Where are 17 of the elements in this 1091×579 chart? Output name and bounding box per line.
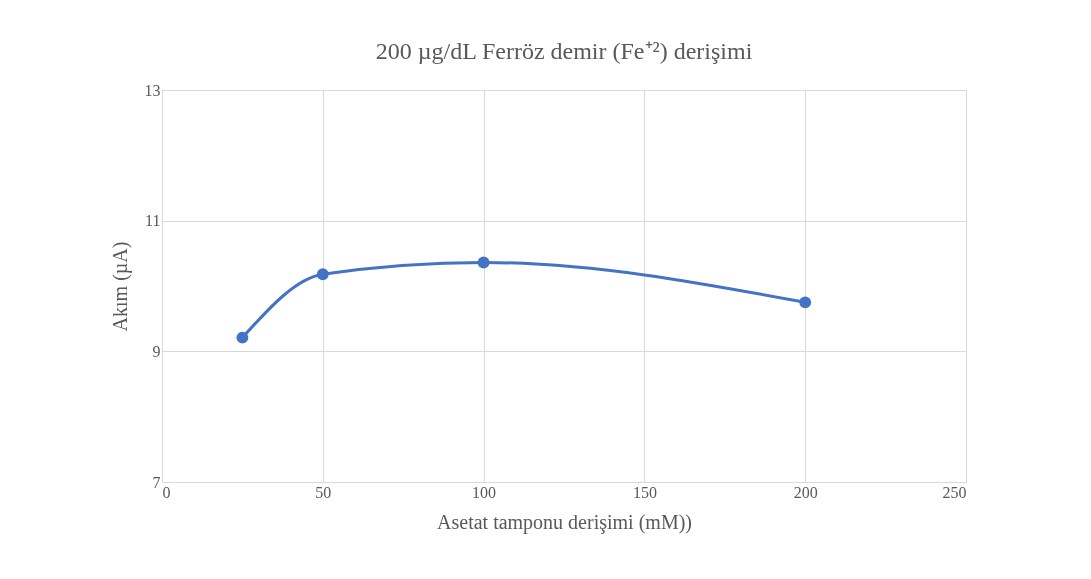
x-tick-label: 50 bbox=[315, 483, 332, 501]
x-tick-label: 150 bbox=[632, 483, 657, 501]
y-tick-label: 13 bbox=[144, 81, 161, 99]
x-axis-title: Asetat tamponu derişimi (mM)) bbox=[437, 510, 692, 534]
point bbox=[316, 268, 329, 281]
chart-title: 200 µg/dL Ferröz demir (Fe⁺²) derişimi bbox=[375, 38, 753, 64]
y-tick-label: 9 bbox=[152, 342, 161, 360]
point bbox=[477, 256, 490, 269]
point bbox=[236, 331, 249, 344]
x-tick-label: 250 bbox=[942, 483, 967, 501]
point bbox=[799, 296, 812, 309]
x-tick-label: 200 bbox=[793, 483, 818, 501]
y-tick-label: 7 bbox=[152, 473, 161, 491]
x-tick-label: 0 bbox=[162, 483, 171, 501]
y-tick-label: 11 bbox=[145, 212, 161, 230]
y-axis-title: Akım (µA) bbox=[108, 241, 132, 332]
x-tick-label: 100 bbox=[472, 483, 497, 501]
